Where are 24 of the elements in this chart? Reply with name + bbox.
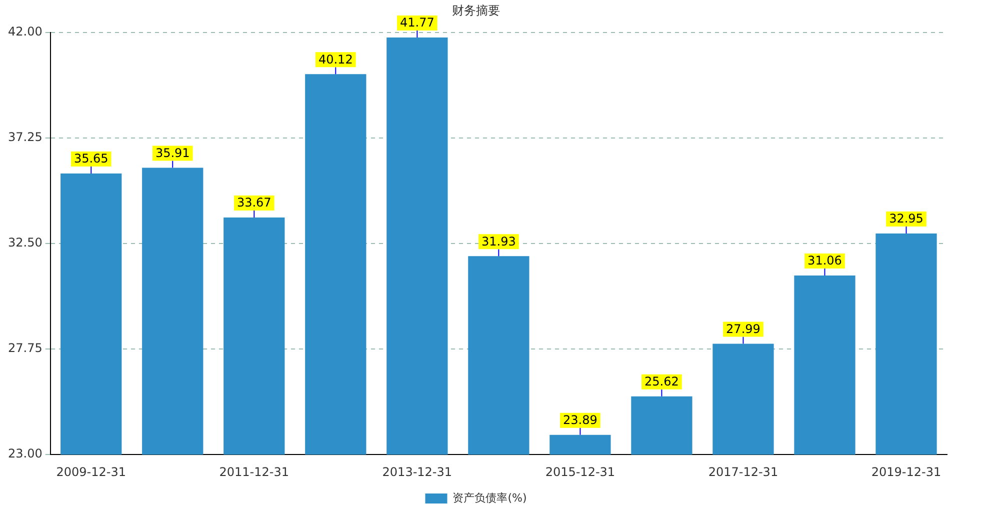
y-tick-label: 32.50 [8, 236, 42, 250]
data-label: 35.91 [155, 146, 190, 160]
x-tick-label: 2011-12-31 [219, 464, 290, 479]
data-label: 41.77 [400, 16, 434, 30]
legend-label: 资产负债率(%) [452, 491, 527, 504]
data-label: 33.67 [236, 196, 272, 210]
y-tick-label: 37.25 [8, 130, 42, 144]
x-tick-label: 2015-12-31 [545, 464, 616, 479]
x-tick-label: 2019-12-31 [871, 464, 942, 479]
data-label: 40.12 [318, 52, 353, 66]
data-label: 25.62 [644, 374, 679, 389]
x-tick-label: 2017-12-31 [708, 464, 778, 479]
data-label: 35.65 [74, 152, 108, 166]
y-tick-label: 27.75 [8, 341, 42, 356]
y-tick-label: 42.00 [8, 24, 42, 39]
data-label: 27.99 [726, 322, 760, 336]
data-label: 31.93 [481, 234, 516, 248]
data-label: 23.89 [563, 412, 598, 427]
x-tick-label: 2013-12-31 [382, 464, 452, 479]
x-tick-label: 2009-12-31 [56, 464, 126, 479]
chart-title: 财务摘要 [452, 3, 500, 18]
data-label: 31.06 [808, 254, 842, 268]
y-tick-label: 23.00 [8, 446, 42, 461]
data-label: 32.95 [889, 212, 924, 226]
